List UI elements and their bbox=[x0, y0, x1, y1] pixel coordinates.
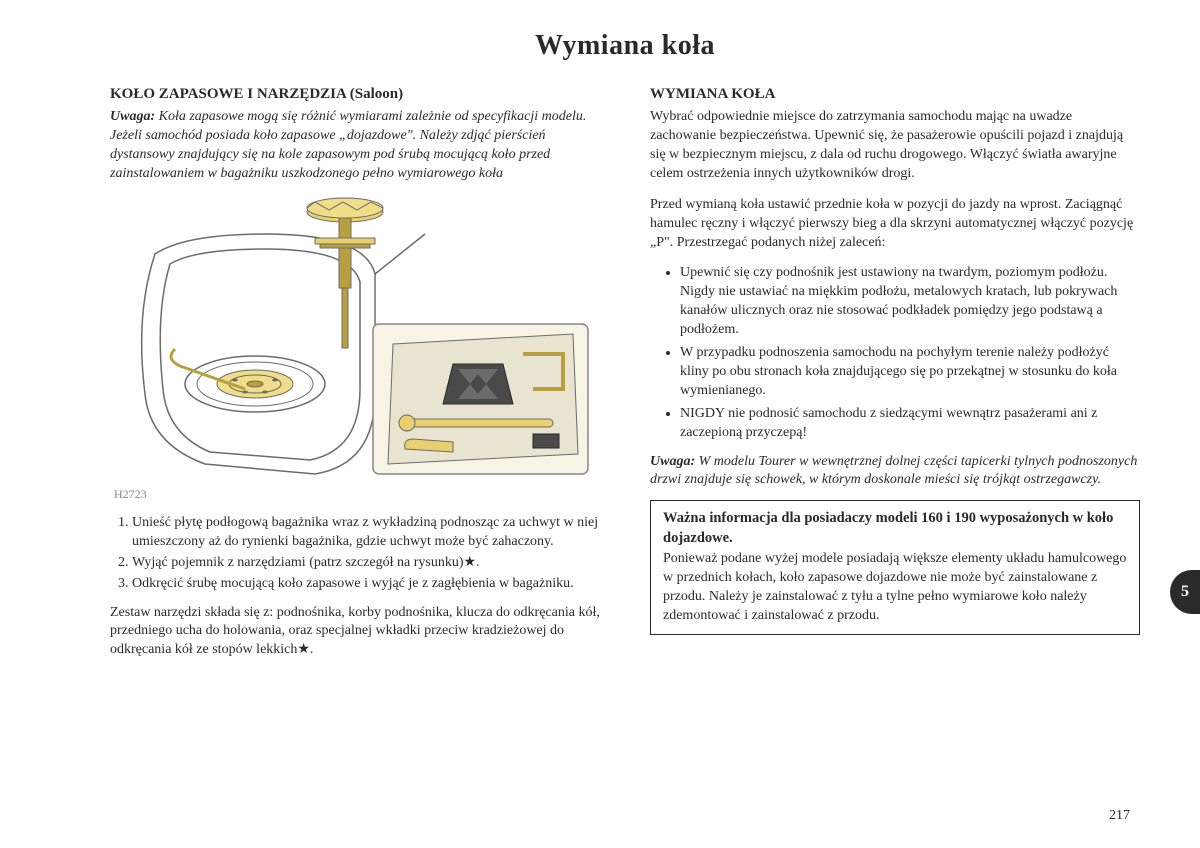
info-box: Ważna informacja dla posiadaczy modeli 1… bbox=[650, 500, 1140, 635]
spare-wheel-icon bbox=[185, 356, 325, 412]
right-para-1: Wybrać odpowiednie miejsce do zatrzymani… bbox=[650, 108, 1140, 184]
page-title: Wymiana koła bbox=[110, 30, 1140, 62]
bullet-item: W przypadku podnoszenia samochodu na poc… bbox=[680, 344, 1140, 401]
spare-wheel-figure bbox=[110, 194, 600, 484]
toolkit-paragraph: Zestaw narzędzi składa się z: podnośnika… bbox=[110, 604, 600, 661]
step-item: Wyjąć pojemnik z narzędziami (patrz szcz… bbox=[132, 554, 600, 573]
note-text: Koła zapasowe mogą się różnić wymiarami … bbox=[110, 109, 586, 181]
manual-page: Wymiana koła KOŁO ZAPASOWE I NARZĘDZIA (… bbox=[0, 0, 1200, 848]
step-item: Odkręcić śrubę mocującą koło zapasowe i … bbox=[132, 575, 600, 594]
note-label: Uwaga: bbox=[110, 109, 155, 124]
steps-list: Unieść płytę podłogową bagażnika wraz z … bbox=[110, 514, 600, 594]
left-column: KOŁO ZAPASOWE I NARZĘDZIA (Saloon) Uwaga… bbox=[110, 84, 600, 672]
right-note: Uwaga: W modelu Tourer w wewnętrznej dol… bbox=[650, 453, 1140, 491]
right-para-2: Przed wymianą koła ustawić przednie koła… bbox=[650, 196, 1140, 253]
info-box-body: Ponieważ podane wyżej modele posiadają w… bbox=[663, 550, 1127, 626]
tool-tray-inset bbox=[373, 324, 588, 474]
page-number: 217 bbox=[1109, 808, 1130, 824]
step-item: Unieść płytę podłogową bagażnika wraz z … bbox=[132, 514, 600, 552]
note-label: Uwaga: bbox=[650, 454, 695, 469]
info-box-title: Ważna informacja dla posiadaczy modeli 1… bbox=[663, 509, 1127, 548]
right-column: WYMIANA KOŁA Wybrać odpowiednie miejsce … bbox=[650, 84, 1140, 672]
figure-label: H2723 bbox=[114, 486, 600, 502]
bullet-item: Upewnić się czy podnośnik jest ustawiony… bbox=[680, 264, 1140, 340]
tab-label: 5 bbox=[1181, 583, 1189, 601]
left-note: Uwaga: Koła zapasowe mogą się różnić wym… bbox=[110, 108, 600, 184]
note-text: W modelu Tourer w wewnętrznej dolnej czę… bbox=[650, 454, 1137, 488]
retaining-bolt-icon bbox=[307, 198, 383, 348]
right-heading: WYMIANA KOŁA bbox=[650, 84, 1140, 104]
bullet-item: NIGDY nie podnosić samochodu z siedzącym… bbox=[680, 405, 1140, 443]
left-heading: KOŁO ZAPASOWE I NARZĘDZIA (Saloon) bbox=[110, 84, 600, 104]
safety-bullets: Upewnić się czy podnośnik jest ustawiony… bbox=[650, 264, 1140, 442]
two-column-layout: KOŁO ZAPASOWE I NARZĘDZIA (Saloon) Uwaga… bbox=[110, 84, 1140, 672]
figure-svg bbox=[110, 194, 600, 484]
